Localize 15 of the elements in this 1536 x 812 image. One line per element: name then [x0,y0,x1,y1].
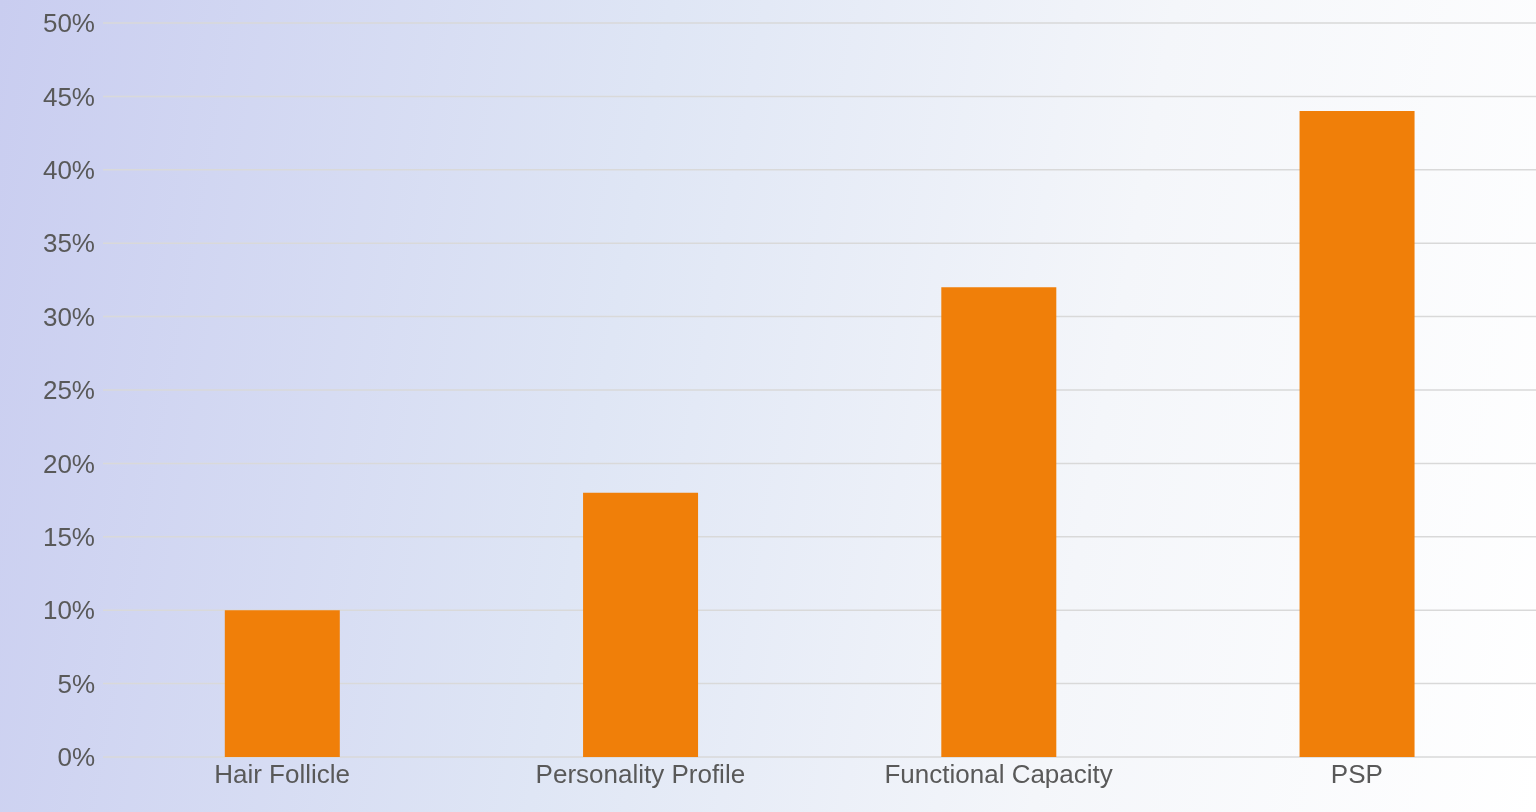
y-tick-label: 30% [42,301,95,332]
x-tick-label: Hair Follicle [214,759,351,790]
y-tick-label: 25% [42,375,95,406]
x-tick-label: Functional Capacity [884,759,1113,790]
y-tick-label: 10% [42,595,95,626]
y-tick-label: 40% [42,155,95,186]
y-tick-label: 50% [42,8,95,39]
x-tick-label: PSP [1330,759,1383,790]
y-tick-label: 45% [42,81,95,112]
y-tick-label: 15% [42,522,95,553]
y-tick-label: 0% [57,742,95,773]
x-tick-label: Personality Profile [535,759,746,790]
y-tick-label: 35% [42,228,95,259]
y-tick-label: 5% [57,668,95,699]
y-tick-label: 20% [42,448,95,479]
